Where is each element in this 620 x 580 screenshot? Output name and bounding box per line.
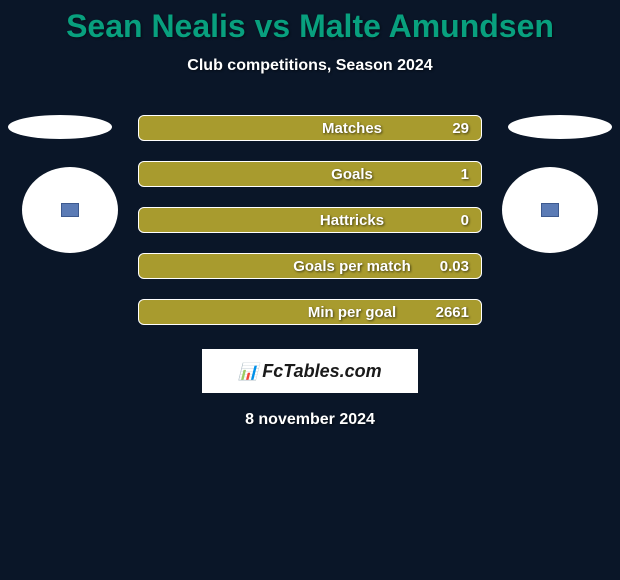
stat-label: Min per goal	[151, 304, 433, 321]
main-container: Sean Nealis vs Malte Amundsen Club compe…	[0, 0, 620, 429]
stat-bar-min-per-goal: Min per goal 2661	[138, 299, 482, 325]
stat-value: 29	[433, 120, 469, 137]
content-area: Matches 29 Goals 1 Hattricks 0 Goals per…	[0, 115, 620, 335]
logo-label: FcTables.com	[262, 361, 381, 381]
player-right-circle	[502, 167, 598, 253]
date-text: 8 november 2024	[0, 411, 620, 429]
page-title: Sean Nealis vs Malte Amundsen	[0, 8, 620, 45]
stat-value: 0.03	[433, 258, 469, 275]
stat-value: 0	[433, 212, 469, 229]
stat-label: Goals	[151, 166, 433, 183]
stat-label: Matches	[151, 120, 433, 137]
subtitle: Club competitions, Season 2024	[0, 57, 620, 75]
stat-bar-hattricks: Hattricks 0	[138, 207, 482, 233]
stat-bar-goals: Goals 1	[138, 161, 482, 187]
stat-bar-goals-per-match: Goals per match 0.03	[138, 253, 482, 279]
player-right-icon	[541, 203, 559, 217]
player-left-circle	[22, 167, 118, 253]
stat-value: 2661	[433, 304, 469, 321]
stat-bar-matches: Matches 29	[138, 115, 482, 141]
stat-label: Hattricks	[151, 212, 433, 229]
logo-text: 📊FcTables.com	[238, 361, 381, 382]
stat-label: Goals per match	[151, 258, 433, 275]
stats-column: Matches 29 Goals 1 Hattricks 0 Goals per…	[138, 115, 482, 325]
player-left-icon	[61, 203, 79, 217]
chart-icon: 📊	[238, 362, 258, 382]
stat-value: 1	[433, 166, 469, 183]
logo-box: 📊FcTables.com	[202, 349, 418, 393]
player-left-ellipse	[8, 115, 112, 139]
player-right-ellipse	[508, 115, 612, 139]
